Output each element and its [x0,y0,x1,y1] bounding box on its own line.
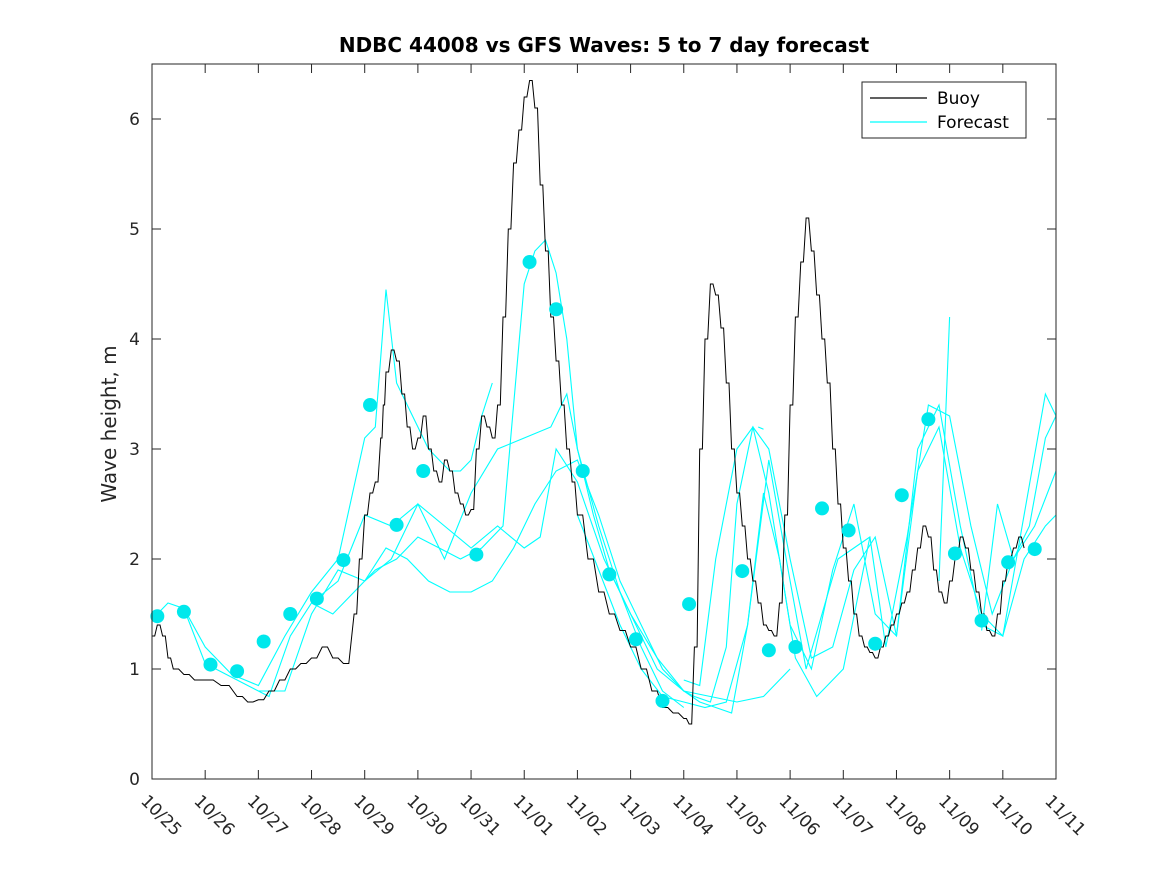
chart-title: NDBC 44008 vs GFS Waves: 5 to 7 day fore… [339,33,870,57]
forecast-marker [363,398,378,412]
forecast-marker [1001,555,1016,570]
x-tick-label: 11/08 [881,791,930,840]
x-tick-label: 11/10 [987,791,1036,840]
x-tick-label: 10/28 [296,791,345,840]
legend-buoy-label: Buoy [937,89,980,109]
y-tick-label: 2 [129,550,140,570]
y-tick-label: 6 [129,110,140,130]
forecast-marker [336,553,351,568]
forecast-marker [230,664,245,679]
forecast-marker [655,693,670,708]
y-tick-label: 3 [129,440,140,460]
forecast-marker [894,488,909,503]
x-tick-label: 11/09 [934,791,983,840]
x-tick-label: 11/03 [615,791,664,840]
x-tick-label: 10/31 [456,791,505,840]
forecast-marker [735,564,750,579]
forecast-marker [921,412,936,427]
forecast-line-7 [683,425,1057,687]
forecast-marker [682,597,697,612]
forecast-marker [974,613,989,628]
plot-background [152,64,1056,779]
forecast-line-10 [981,415,1057,631]
forecast-line-9 [938,316,951,582]
forecast-line-8 [757,426,764,430]
forecast-marker [841,523,856,538]
x-tick-label: 11/02 [562,791,611,840]
y-tick-label: 0 [129,770,140,790]
x-tick-label: 10/26 [190,791,239,840]
forecast-marker [389,517,404,532]
x-tick-label: 11/06 [775,791,824,840]
axes-box [151,63,1057,780]
x-tick-label: 11/05 [721,791,770,840]
forecast-marker [788,640,803,654]
legend-forecast-label: Forecast [937,113,1009,133]
y-tick-label: 5 [129,220,140,240]
legend-box [861,81,1027,139]
x-tick-label: 11/04 [668,791,717,840]
forecast-marker [575,464,590,478]
x-tick-label: 10/27 [243,791,292,840]
forecast-line-2 [183,238,685,708]
x-tick-label: 11/11 [1040,791,1089,840]
forecast-marker [815,501,830,516]
plot-area [152,64,1056,779]
legend: Buoy Forecast [861,81,1027,139]
x-tick-label: 10/25 [136,791,185,840]
x-tick-label: 10/29 [349,791,398,840]
forecast-marker [1027,542,1042,557]
forecast-marker [628,632,643,647]
y-tick-label: 1 [129,660,140,680]
x-tick-label: 10/30 [402,791,451,840]
series-layer [150,80,1057,725]
forecast-marker [549,302,564,317]
forecast-marker [602,567,617,582]
forecast-marker [309,591,324,606]
y-axis-label: Wave height, m [97,345,121,502]
forecast-marker [176,604,191,619]
forecast-line-5 [364,392,1057,703]
forecast-marker [150,609,165,624]
forecast-marker [256,634,271,649]
forecast-marker [416,464,431,478]
buoy-line [152,80,1025,725]
forecast-marker [283,607,298,621]
x-tick-label: 11/01 [509,791,558,840]
forecast-marker [947,546,962,561]
forecast-marker [868,636,883,651]
forecast-marker [203,657,218,672]
y-tick-label: 4 [129,330,140,350]
forecast-line-1 [151,289,493,687]
x-tick-label: 11/07 [828,791,877,840]
forecast-marker [469,547,484,562]
forecast-marker [522,255,537,269]
forecast-marker [761,643,776,658]
forecast-line-4 [311,447,871,714]
